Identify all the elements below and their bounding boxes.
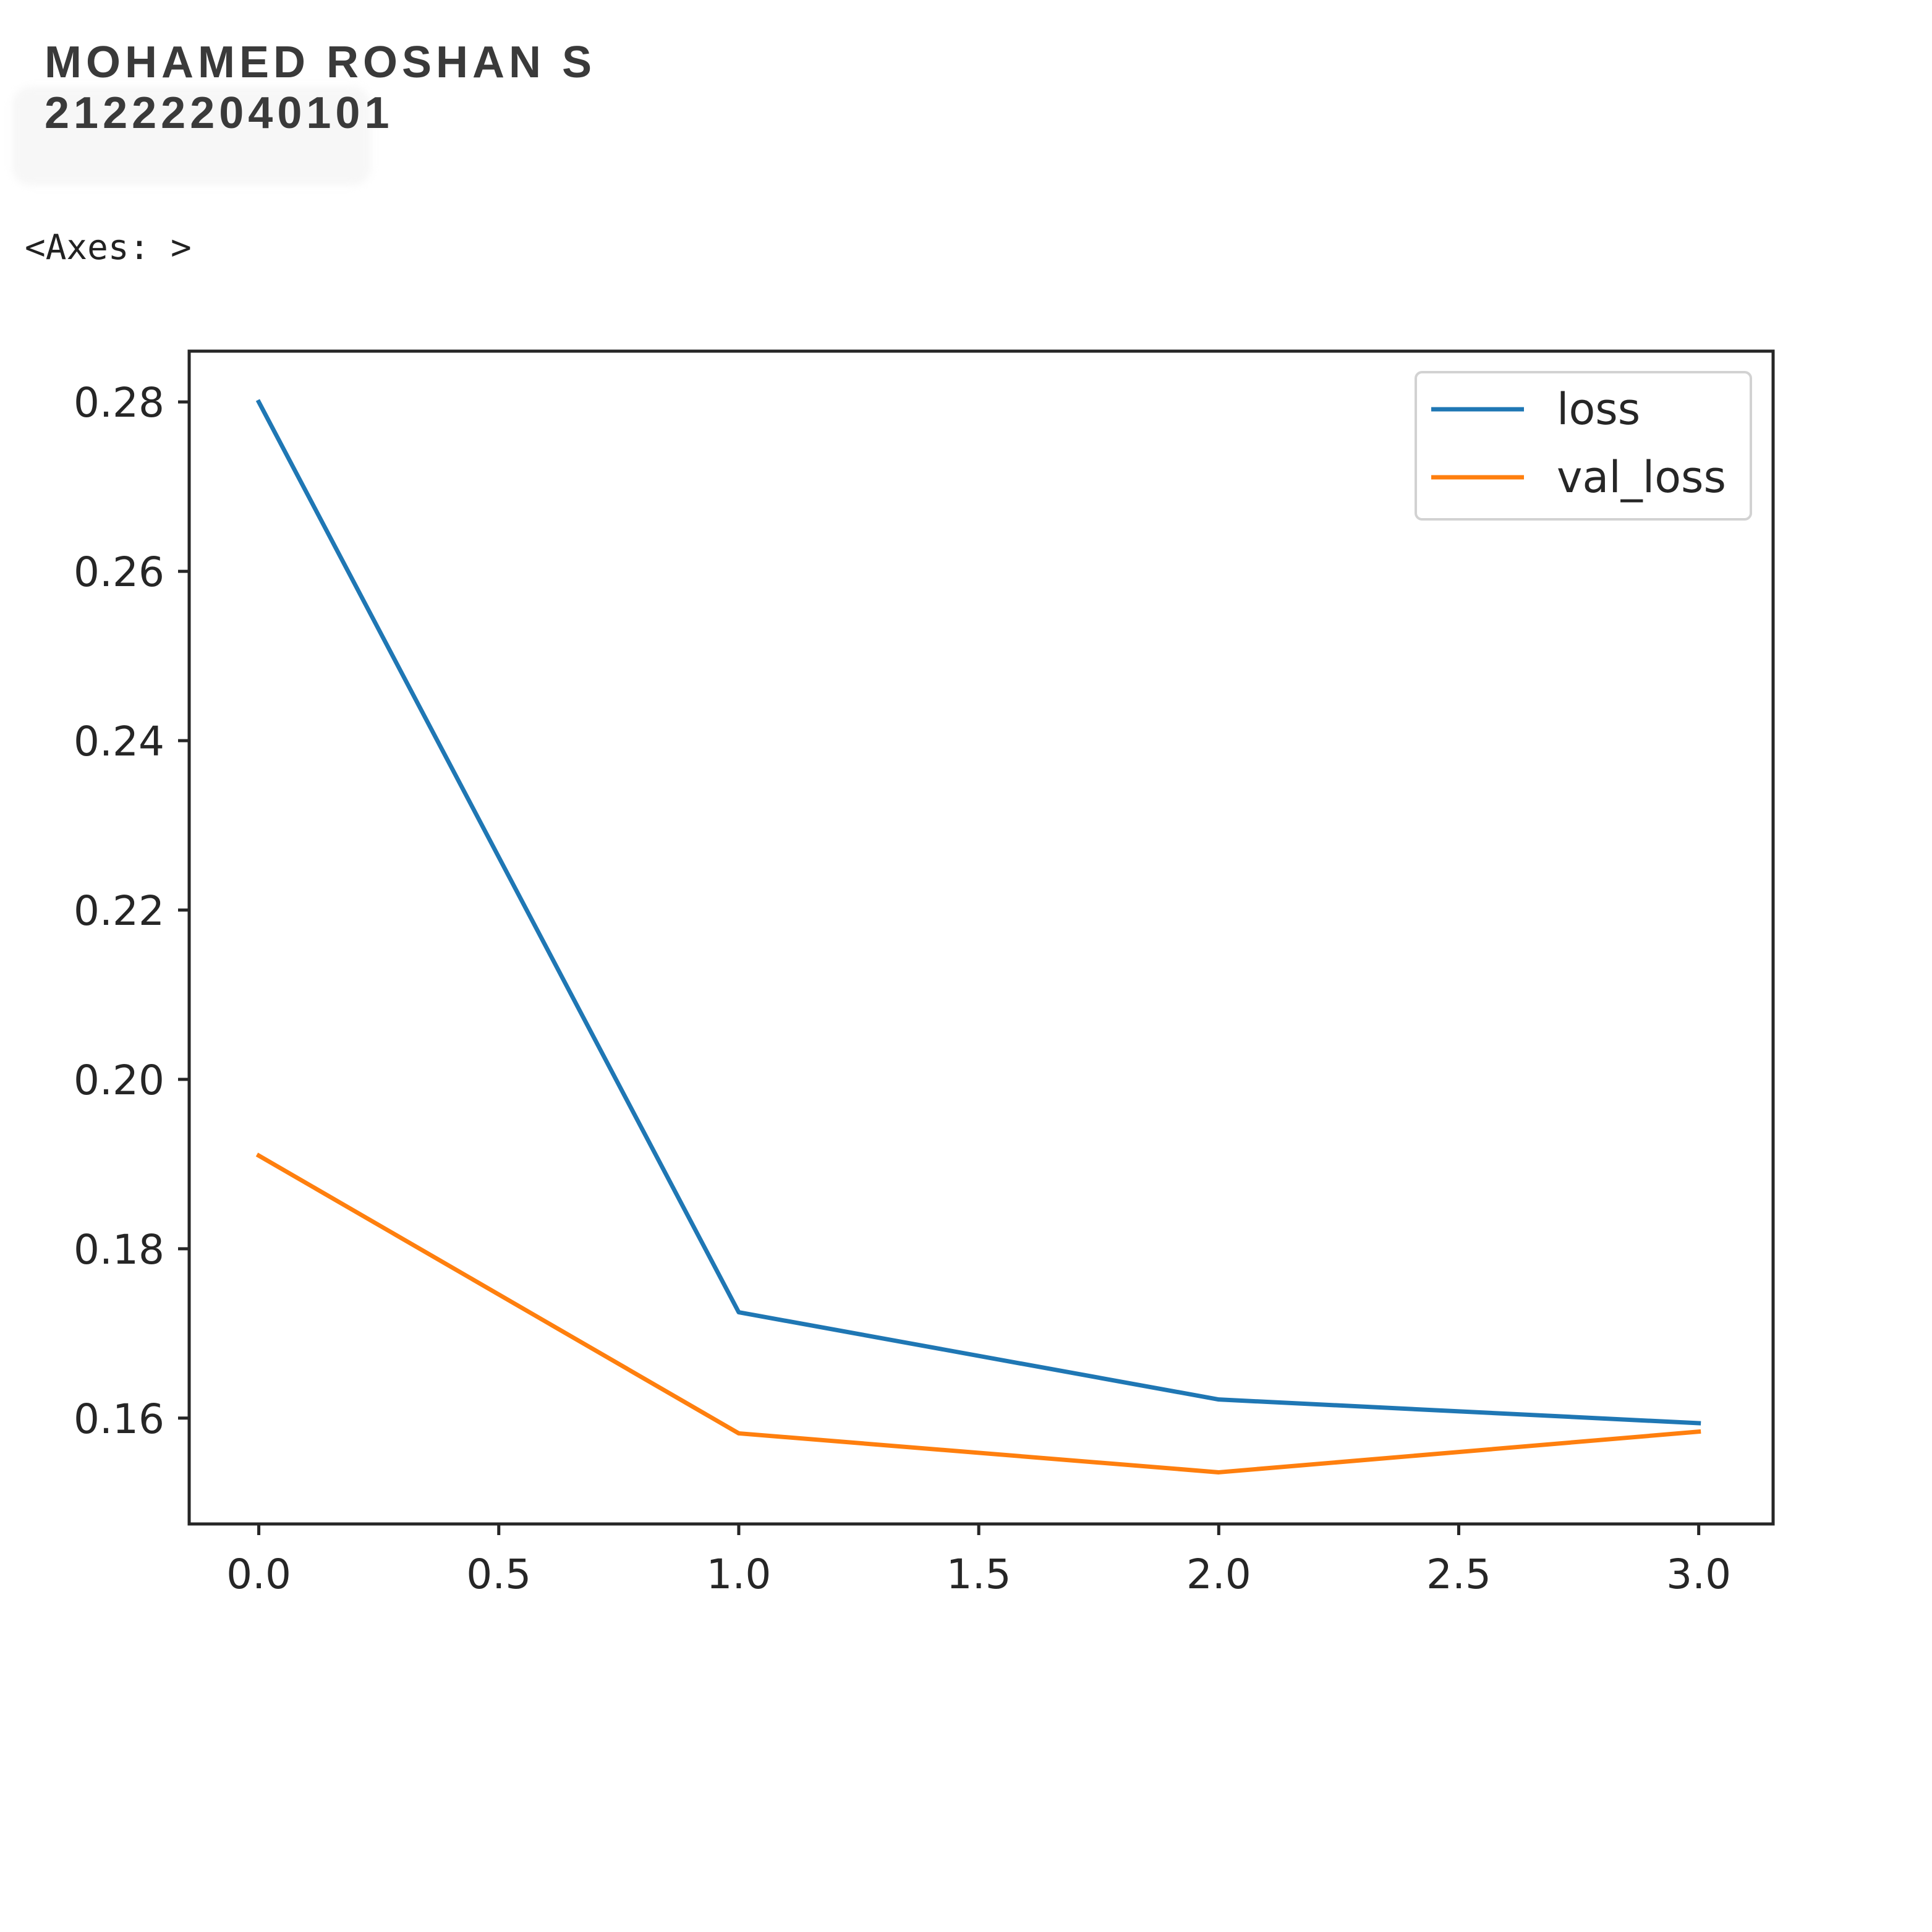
x-tick-label: 0.5 — [466, 1551, 531, 1598]
x-tick-label: 2.5 — [1426, 1551, 1491, 1598]
axes-frame — [187, 349, 1775, 1526]
student-name: MOHAMED ROSHAN S — [45, 38, 597, 87]
x-tick-label: 1.0 — [706, 1551, 771, 1598]
axes-repr-output: <Axes: > — [25, 228, 192, 268]
y-tick-label: 0.16 — [74, 1395, 164, 1443]
x-tick-label: 2.0 — [1186, 1551, 1251, 1598]
legend-label-val-loss: val_loss — [1557, 452, 1726, 503]
student-id: 212222040101 — [45, 88, 394, 138]
y-tick-label: 0.20 — [74, 1057, 164, 1104]
y-tick-label: 0.18 — [74, 1226, 164, 1274]
legend-label-loss: loss — [1557, 384, 1640, 435]
y-tick-label: 0.22 — [74, 887, 164, 935]
student-header: MOHAMED ROSHAN S 212222040101 — [45, 37, 596, 138]
y-tick-label: 0.28 — [74, 379, 164, 427]
series-line-loss — [255, 399, 1701, 1426]
header-background — [12, 87, 371, 185]
x-tick-label: 1.5 — [947, 1551, 1011, 1598]
y-tick-label: 0.26 — [74, 548, 164, 596]
x-tick-label: 3.0 — [1666, 1551, 1731, 1598]
x-tick-label: 0.0 — [226, 1551, 291, 1598]
y-tick-label: 0.24 — [74, 718, 164, 765]
series-line-val-loss — [255, 1152, 1701, 1475]
